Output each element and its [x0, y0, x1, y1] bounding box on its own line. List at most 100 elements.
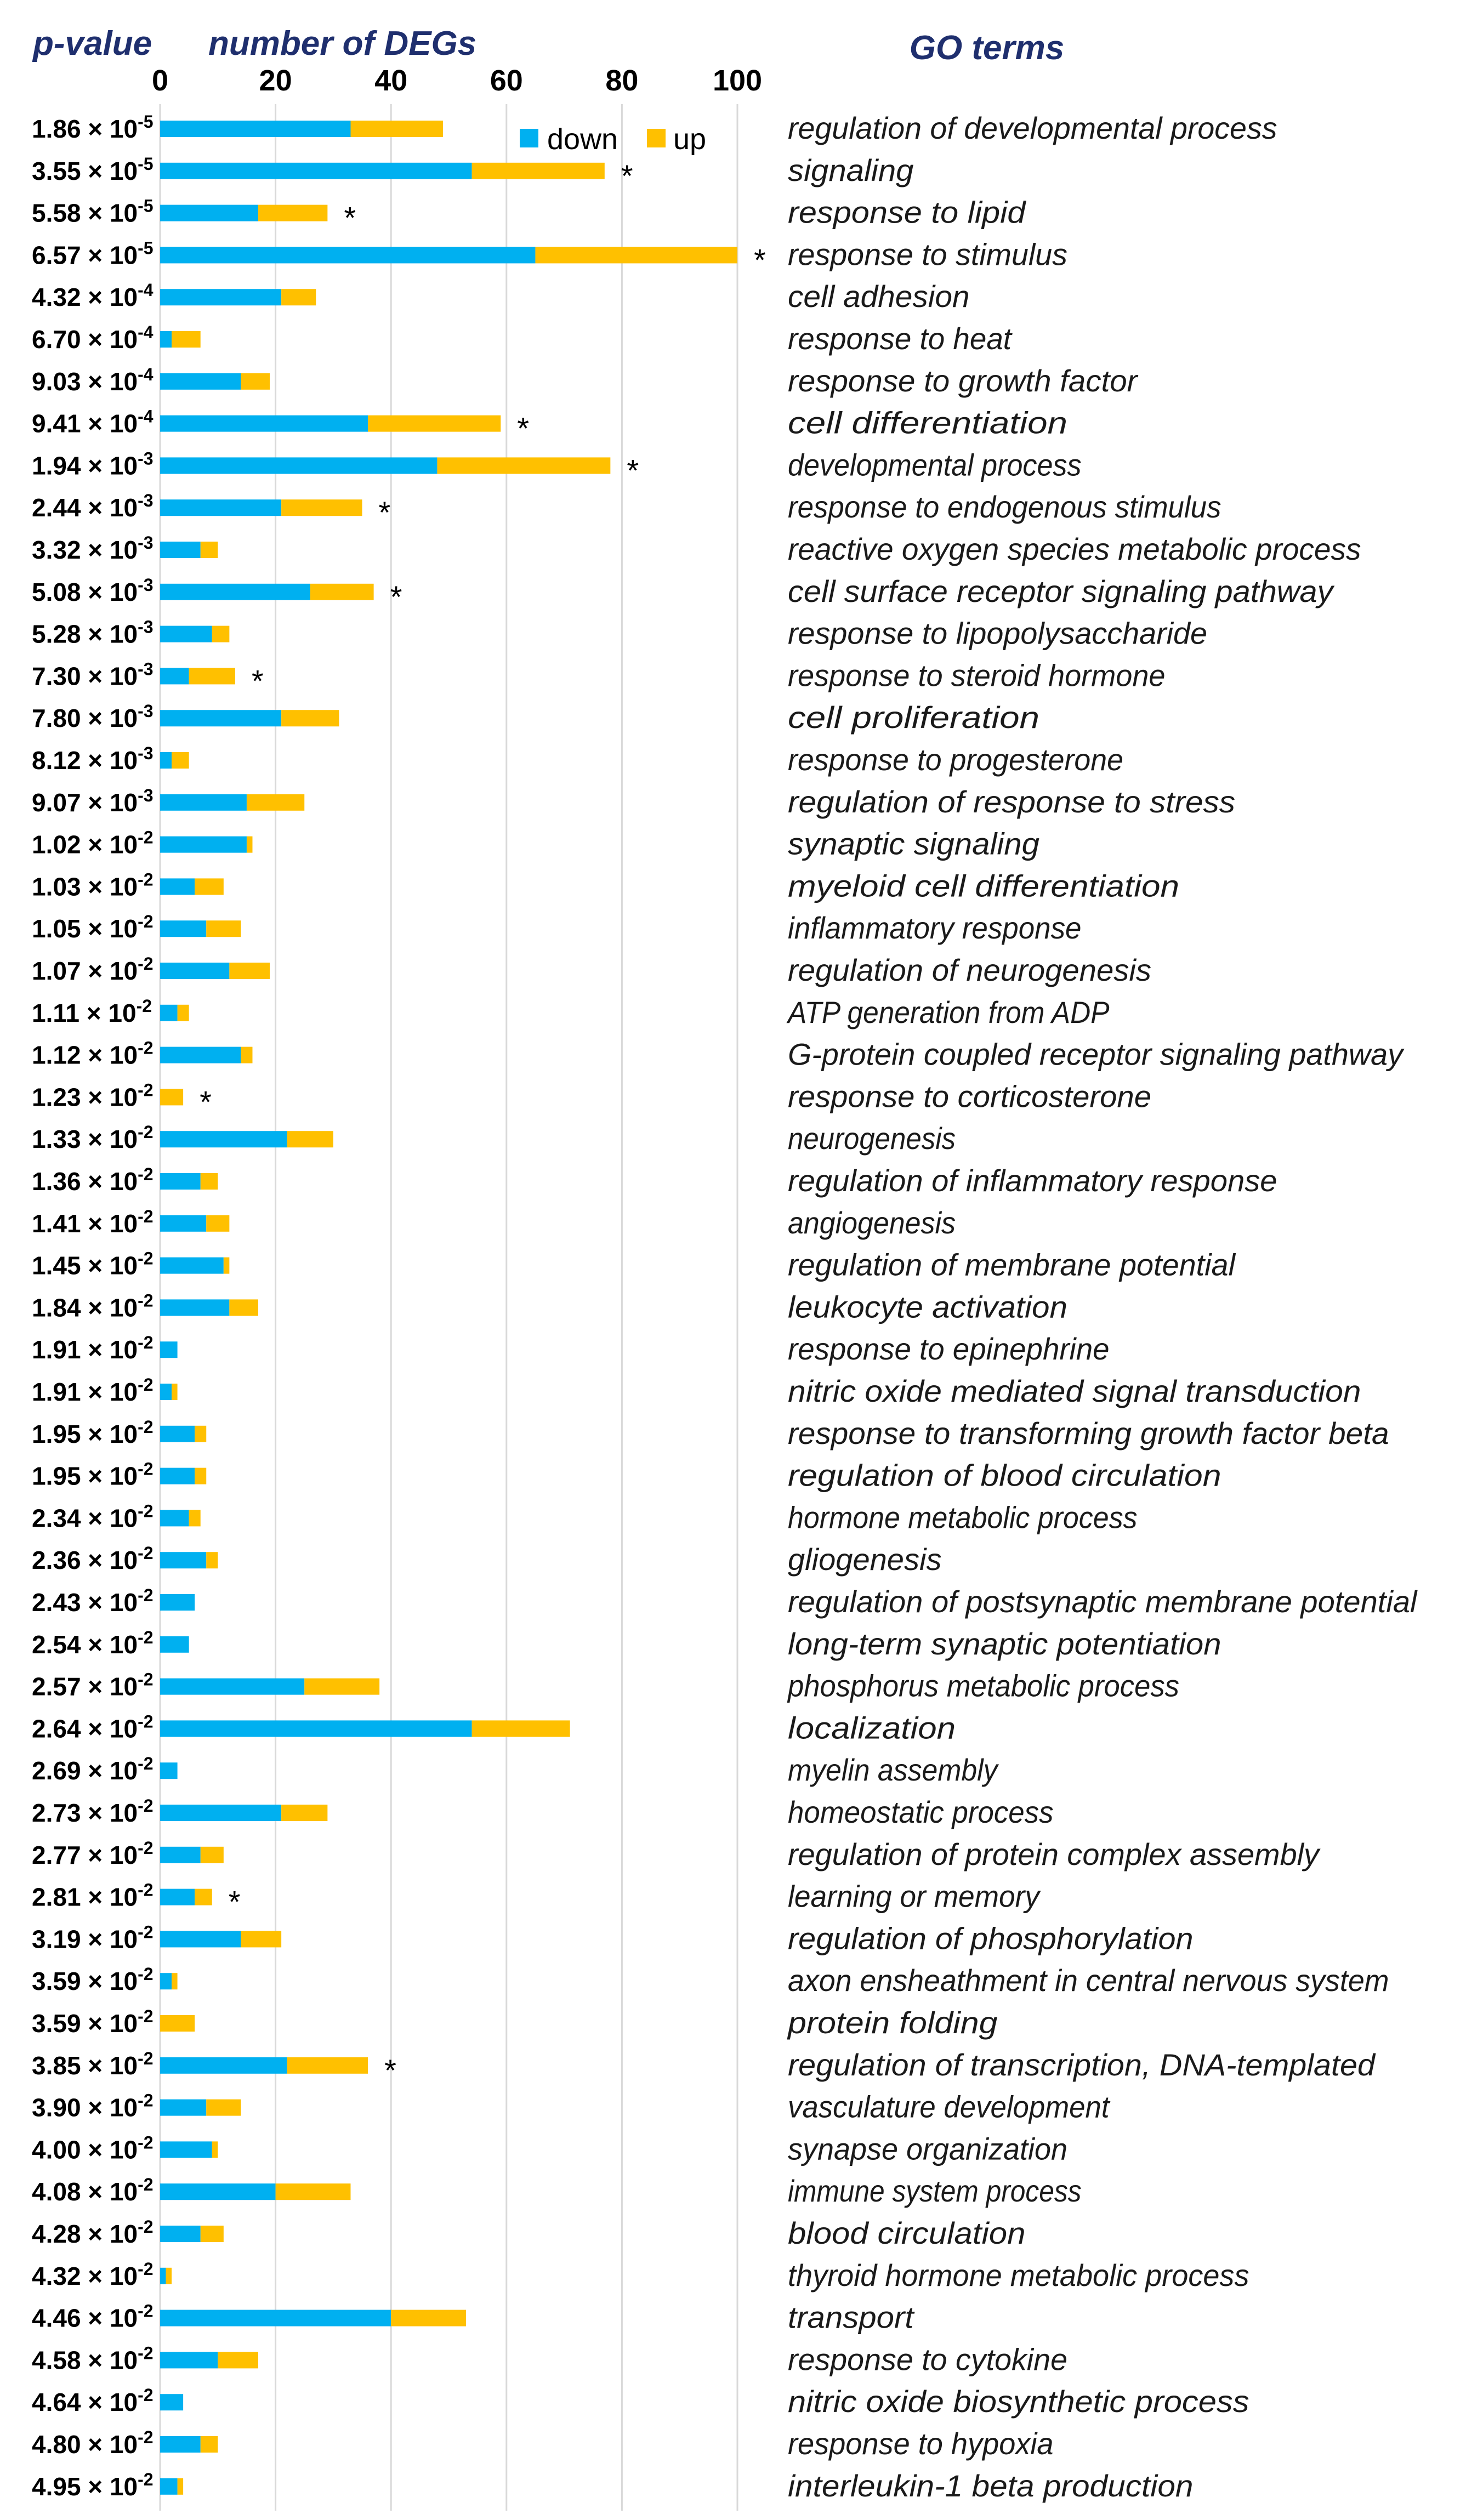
p-value-label: 4.28 × 10-2: [32, 2217, 154, 2248]
bar-up: [195, 878, 224, 895]
bar-down: [160, 2352, 218, 2369]
bar-up: [160, 2015, 195, 2032]
go-term-label: myelin assembly: [788, 1753, 999, 1787]
p-value-label: 4.64 × 10-2: [32, 2385, 154, 2416]
go-term-label: neurogenesis: [788, 1121, 956, 1156]
p-value-label: 8.12 × 10-3: [32, 743, 154, 775]
bar-up: [160, 1089, 184, 1106]
bar-down: [160, 2309, 391, 2326]
chart-rows: 1.86 × 10-5 regulation of developmental p…: [32, 111, 1418, 2503]
p-value-exponent: -2: [138, 1711, 153, 1731]
legend-swatch-down: [520, 129, 538, 147]
bar-up: [206, 920, 241, 937]
go-term-label: nitric oxide mediated signal transductio…: [788, 1374, 1361, 1408]
p-value-label: 1.07 × 10-2: [32, 954, 154, 985]
p-value-exponent: -5: [138, 112, 153, 132]
bar-up: [368, 415, 501, 432]
p-value-label: 2.44 × 10-3: [32, 491, 154, 522]
go-term-label: regulation of membrane potential: [788, 1248, 1236, 1282]
go-term-label: response to lipopolysaccharide: [788, 616, 1207, 651]
bar-down: [160, 878, 195, 895]
p-value-exponent: -3: [138, 617, 153, 637]
bar-down: [160, 1173, 201, 1190]
chart-row: 2.54 × 10-2 long-term synaptic potentiati…: [32, 1626, 1221, 1661]
p-value-label: 6.70 × 10-4: [32, 322, 154, 354]
bar-up: [241, 1046, 253, 1063]
bar-down: [160, 752, 172, 769]
p-value-label: 3.90 × 10-2: [32, 2091, 154, 2122]
p-value-exponent: -2: [138, 2049, 153, 2068]
p-value-label: 1.84 × 10-2: [32, 1290, 154, 1322]
bar-down: [160, 2436, 201, 2453]
chart-row: 1.91 × 10-2 response to epinephrine: [32, 1332, 1110, 1366]
significance-star: *: [344, 201, 356, 235]
p-value-exponent: -2: [138, 828, 153, 847]
bar-up: [206, 1552, 218, 1569]
bar-up: [200, 1846, 224, 1863]
bar-down: [160, 583, 310, 600]
chart-row: 1.03 × 10-2 myeloid cell differentiation: [32, 868, 1179, 903]
chart-row: 9.41 × 10-4 * cell differentiation: [32, 406, 1067, 446]
chart-row: 1.36 × 10-2 regulation of inflammatory re…: [32, 1163, 1277, 1198]
p-value-exponent: -2: [138, 1164, 153, 1184]
p-value-exponent: -4: [138, 365, 154, 384]
go-term-label: response to lipid: [788, 195, 1026, 230]
bar-up: [223, 1257, 230, 1274]
bar-down: [160, 1762, 178, 1779]
chart-row: 2.69 × 10-2 myelin assembly: [32, 1753, 999, 1787]
go-term-label: regulation of inflammatory response: [788, 1163, 1277, 1198]
chart-row: 4.32 × 10-2 thyroid hormone metabolic pro…: [32, 2258, 1249, 2293]
bar-down: [160, 204, 259, 221]
chart-row: 2.44 × 10-3 * response to endogenous stimu…: [32, 490, 1221, 530]
p-value-exponent: -3: [138, 743, 153, 763]
p-value-exponent: -5: [138, 238, 153, 258]
bar-down: [160, 1510, 189, 1527]
go-term-label: regulation of response to stress: [788, 784, 1235, 819]
chart-row: 2.64 × 10-2 localization: [32, 1710, 956, 1745]
p-value-exponent: -2: [138, 1122, 153, 1142]
p-value-label: 4.08 × 10-2: [32, 2175, 154, 2206]
go-term-label: angiogenesis: [788, 1205, 956, 1240]
bar-down: [160, 1888, 195, 1905]
p-value-exponent: -3: [138, 533, 153, 553]
bar-down: [160, 920, 207, 937]
p-value-label: 1.45 × 10-2: [32, 1249, 154, 1280]
go-term-label: G-protein coupled receptor signaling pat…: [788, 1037, 1405, 1072]
bar-down: [160, 1341, 178, 1358]
p-value-exponent: -2: [138, 1922, 153, 1942]
bar-up: [172, 752, 189, 769]
go-term-label: response to cytokine: [788, 2342, 1067, 2376]
p-value-label: 1.23 × 10-2: [32, 1080, 154, 1111]
bar-down: [160, 162, 472, 179]
chart-row: 3.55 × 10-5 * signaling: [32, 153, 914, 193]
chart-row: 2.43 × 10-2 regulation of postsynaptic me…: [32, 1584, 1418, 1619]
bar-up: [471, 1720, 570, 1737]
bar-up: [535, 247, 737, 264]
go-term-label: response to corticosterone: [788, 1079, 1151, 1113]
x-tick-label: 100: [713, 64, 762, 97]
chart-row: 5.58 × 10-5 * response to lipid: [32, 195, 1026, 235]
p-value-exponent: -2: [138, 912, 153, 931]
p-value-label: 1.41 × 10-2: [32, 1207, 154, 1238]
p-value-exponent: -2: [138, 1838, 153, 1858]
go-term-label: transport: [788, 2300, 915, 2335]
go-term-label: cell proliferation: [788, 700, 1039, 735]
chart-row: 1.94 × 10-3 * developmental process: [32, 447, 1082, 487]
p-value-label: 4.58 × 10-2: [32, 2343, 154, 2374]
p-value-exponent: -2: [138, 2301, 153, 2321]
go-term-label: localization: [788, 1710, 956, 1745]
p-value-label: 4.32 × 10-2: [32, 2259, 154, 2290]
significance-star: *: [384, 2053, 396, 2087]
p-value-label: 1.36 × 10-2: [32, 1164, 154, 1196]
go-term-label: thyroid hormone metabolic process: [788, 2258, 1249, 2293]
p-value-label: 2.43 × 10-2: [32, 1585, 154, 1617]
bar-down: [160, 2099, 207, 2116]
go-term-label: hormone metabolic process: [788, 1500, 1138, 1534]
chart-row: 9.03 × 10-4 response to growth factor: [32, 363, 1139, 398]
chart-row: 9.07 × 10-3 regulation of response to str…: [32, 784, 1235, 819]
bar-down: [160, 1004, 178, 1021]
bar-down: [160, 289, 282, 306]
chart-row: 4.28 × 10-2 blood circulation: [32, 2216, 1026, 2250]
go-term-label: response to steroid hormone: [788, 658, 1166, 692]
